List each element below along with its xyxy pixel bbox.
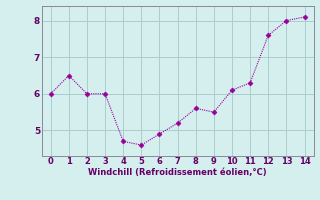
X-axis label: Windchill (Refroidissement éolien,°C): Windchill (Refroidissement éolien,°C) [88,168,267,177]
